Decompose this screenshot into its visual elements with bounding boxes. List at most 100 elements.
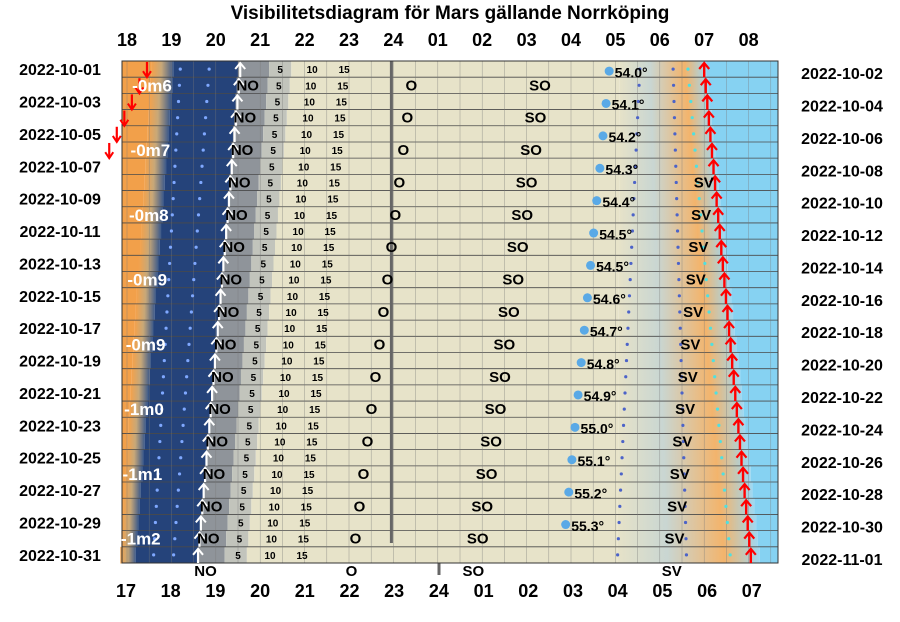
dusk-band: [122, 514, 139, 532]
daylight-morning-band: [715, 141, 778, 159]
magnitude-label: -1m2: [121, 530, 161, 549]
daylight-evening-band: [122, 287, 137, 305]
altitude-mark: 10: [294, 211, 306, 222]
altitude-mark: 15: [310, 389, 322, 400]
altitude-mark: 10: [304, 97, 316, 108]
position-dot: [673, 148, 677, 152]
daylight-morning-band: [724, 222, 778, 240]
altitude-mark: 5: [261, 259, 267, 270]
mars-low-band: [229, 498, 252, 515]
position-dot: [715, 407, 720, 411]
altitude-mark: 10: [270, 486, 282, 497]
mars-rise-arrow-head: [227, 142, 239, 151]
position-dot: [692, 132, 696, 136]
mars-visible-band: [275, 239, 620, 256]
altitude-mark: 10: [276, 421, 288, 432]
position-dot: [683, 520, 688, 525]
left-date-label: 2022-10-23: [19, 418, 101, 435]
left-date-label: 2022-10-15: [19, 289, 101, 306]
chart-marks: 5 10 15 5 10 15 5 10 15 5 10 15 5 10 15 5 10 15 5 10 15 5 10 15…: [104, 61, 757, 580]
position-dot: [636, 116, 640, 120]
position-dot: [621, 423, 626, 427]
position-dot: [618, 504, 622, 508]
daylight-morning-band: [713, 125, 778, 143]
daylight-evening-band: [122, 77, 151, 94]
dusk-band: [121, 530, 138, 548]
position-dot: [671, 67, 675, 71]
altitude-mark: 5: [249, 389, 255, 400]
altitude-mark: 15: [319, 292, 331, 303]
mars-rise-arrow-head: [199, 466, 211, 475]
altitude-mark: 10: [281, 357, 293, 368]
altitude-mark: 10: [273, 454, 285, 465]
direction-label-se: SO: [529, 77, 551, 94]
right-date-label: 2022-10-04: [801, 99, 883, 116]
dusk-band: [141, 222, 162, 240]
mars-low-band: [251, 255, 274, 273]
right-date-label: 2022-10-12: [801, 228, 883, 245]
altitude-mark: 5: [273, 114, 279, 125]
position-dot: [707, 310, 711, 314]
magnitude-label: -0m8: [129, 206, 169, 225]
position-dot: [722, 488, 727, 492]
sunrise-arrow-head: [717, 255, 729, 265]
night-band: [173, 61, 238, 78]
night-band: [158, 255, 223, 273]
direction-label-se: SO: [520, 142, 542, 159]
bottom-hour-label: 05: [652, 581, 672, 601]
mars-low-band: [227, 514, 250, 532]
direction-label-ne: NO: [220, 272, 243, 289]
position-dot: [631, 213, 635, 217]
sunrise-arrow-head: [710, 190, 723, 200]
dusk-band: [143, 190, 164, 208]
dusk-band: [128, 417, 146, 434]
position-dot: [633, 164, 637, 168]
left-date-label: 2022-10-13: [19, 256, 101, 273]
bottom-hour-label: 04: [608, 581, 628, 601]
mars-low-band: [224, 239, 253, 256]
mars-low-band: [266, 93, 289, 111]
dawn-band: [619, 77, 709, 94]
night-band: [153, 320, 218, 337]
culmination-altitude-label: 54.0°: [615, 64, 648, 80]
culmination-altitude-label: 55.3°: [571, 518, 604, 534]
dawn-band: [619, 109, 712, 127]
daylight-evening-band: [122, 141, 147, 159]
altitude-mark: 5: [238, 519, 244, 530]
position-dot: [675, 213, 679, 217]
direction-label-e: O: [358, 466, 370, 483]
bottom-hour-axis: 17 18 19 20 21 22 23 24 01 02 03 04 05 06 07: [116, 581, 762, 601]
sunrise-arrow-head: [743, 530, 756, 540]
left-date-label: 2022-10-31: [19, 548, 101, 565]
mars-low-band: [239, 384, 262, 402]
altitude-mark: 15: [323, 243, 335, 254]
sunrise-arrow-head: [737, 466, 749, 475]
direction-label-sw: SV: [688, 239, 708, 256]
right-date-axis: 2022-10-02 2022-10-04 2022-10-06 2022-10-08…: [801, 66, 883, 569]
position-dot: [682, 456, 686, 460]
mars-rise-arrow-head: [231, 93, 244, 103]
culmination-dot: [561, 520, 571, 530]
altitude-mark: 15: [329, 178, 341, 189]
altitude-mark: 10: [305, 81, 317, 92]
position-dot: [174, 520, 178, 525]
daylight-morning-band: [750, 465, 778, 483]
sunrise-arrow-head: [744, 547, 757, 556]
position-dot: [627, 310, 631, 314]
position-dot: [168, 261, 172, 266]
dusk-band: [125, 465, 143, 483]
position-dot: [198, 197, 202, 201]
altitude-mark: 15: [299, 519, 311, 530]
dusk-band: [138, 255, 159, 273]
position-dot: [176, 99, 181, 104]
daylight-evening-band: [122, 417, 129, 434]
mars-low-band: [242, 352, 265, 370]
direction-label-ne: NO: [206, 434, 229, 451]
direction-label-e: O: [402, 110, 414, 127]
sunrise-arrow-head: [698, 61, 711, 70]
position-dot: [679, 358, 683, 363]
dusk-band: [137, 271, 158, 289]
altitude-mark: 5: [237, 535, 243, 546]
altitude-mark: 5: [235, 551, 241, 562]
altitude-mark: 10: [291, 243, 303, 254]
